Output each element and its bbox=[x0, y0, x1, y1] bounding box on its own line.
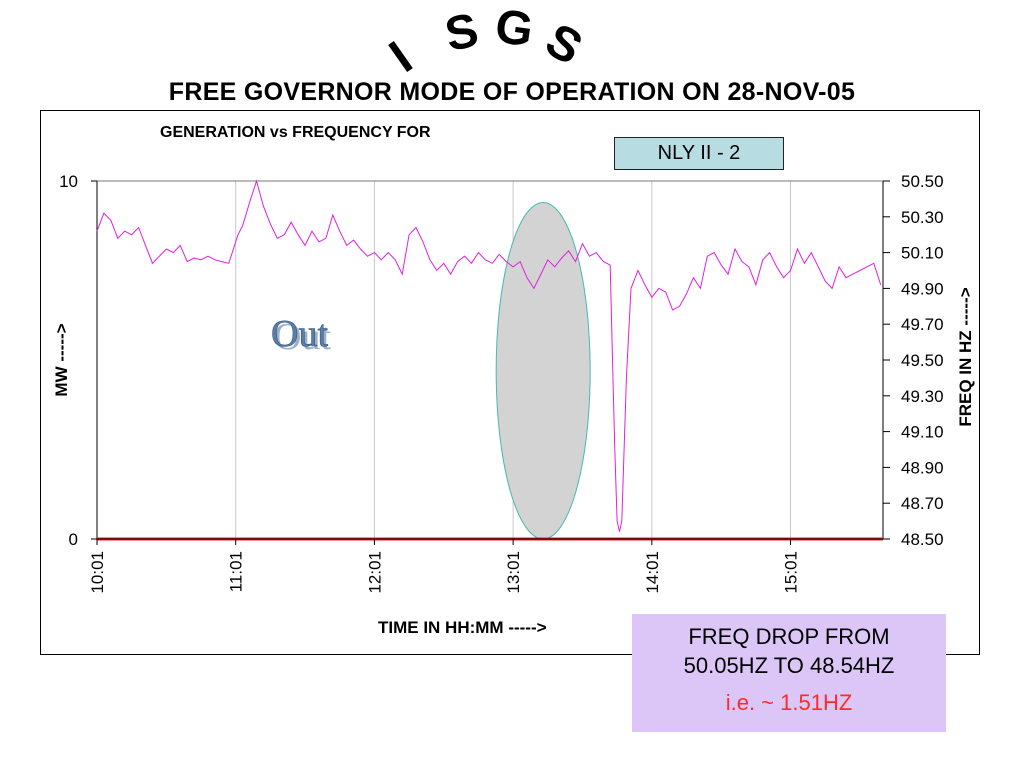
logo-letter: G bbox=[492, 0, 536, 57]
x-tick-label: 12:01 bbox=[365, 551, 384, 594]
y-right-tick-label: 50.30 bbox=[901, 208, 944, 227]
y-left-tick-label: 0 bbox=[69, 530, 78, 549]
x-tick-label: 14:01 bbox=[643, 551, 662, 594]
out-annotation-shadow: Out bbox=[274, 316, 331, 358]
y-right-tick-label: 48.70 bbox=[901, 494, 944, 513]
y-right-tick-label: 49.90 bbox=[901, 279, 944, 298]
x-tick-label: 15:01 bbox=[782, 551, 801, 594]
x-axis-label: TIME IN HH:MM -----> bbox=[378, 618, 547, 637]
y-left-axis-label: MW -----> bbox=[52, 323, 71, 396]
note-line-2: 50.05HZ TO 48.54HZ bbox=[683, 653, 895, 678]
y-right-tick-label: 49.10 bbox=[901, 423, 944, 442]
y-right-tick-label: 48.50 bbox=[901, 530, 944, 549]
highlight-ellipse bbox=[495, 201, 591, 540]
y-right-tick-label: 49.30 bbox=[901, 387, 944, 406]
frequency-drop-note: FREQ DROP FROM 50.05HZ TO 48.54HZ i.e. ~… bbox=[632, 614, 946, 732]
y-right-axis-label: FREQ IN HZ -----> bbox=[956, 287, 975, 426]
x-tick-label: 11:01 bbox=[227, 551, 246, 592]
y-right-tick-label: 48.90 bbox=[901, 458, 944, 477]
x-tick-label: 10:01 bbox=[88, 551, 107, 594]
y-right-tick-label: 50.10 bbox=[901, 244, 944, 263]
page-title: FREE GOVERNOR MODE OF OPERATION ON 28-NO… bbox=[168, 78, 856, 106]
frequency-series-line bbox=[96, 179, 882, 532]
note-line-1: FREQ DROP FROM bbox=[688, 624, 890, 649]
note-line-3: i.e. ~ 1.51HZ bbox=[725, 690, 853, 715]
y-left-tick-label: 10 bbox=[59, 172, 78, 191]
x-tick-label: 13:01 bbox=[504, 551, 523, 594]
y-right-tick-label: 50.50 bbox=[901, 172, 944, 191]
unit-label-box: NLY II - 2 bbox=[614, 137, 784, 170]
chart-title: GENERATION vs FREQUENCY FOR bbox=[160, 124, 431, 141]
out-annotation: Out bbox=[271, 313, 328, 355]
y-right-tick-label: 49.50 bbox=[901, 351, 944, 370]
y-right-tick-label: 49.70 bbox=[901, 315, 944, 334]
